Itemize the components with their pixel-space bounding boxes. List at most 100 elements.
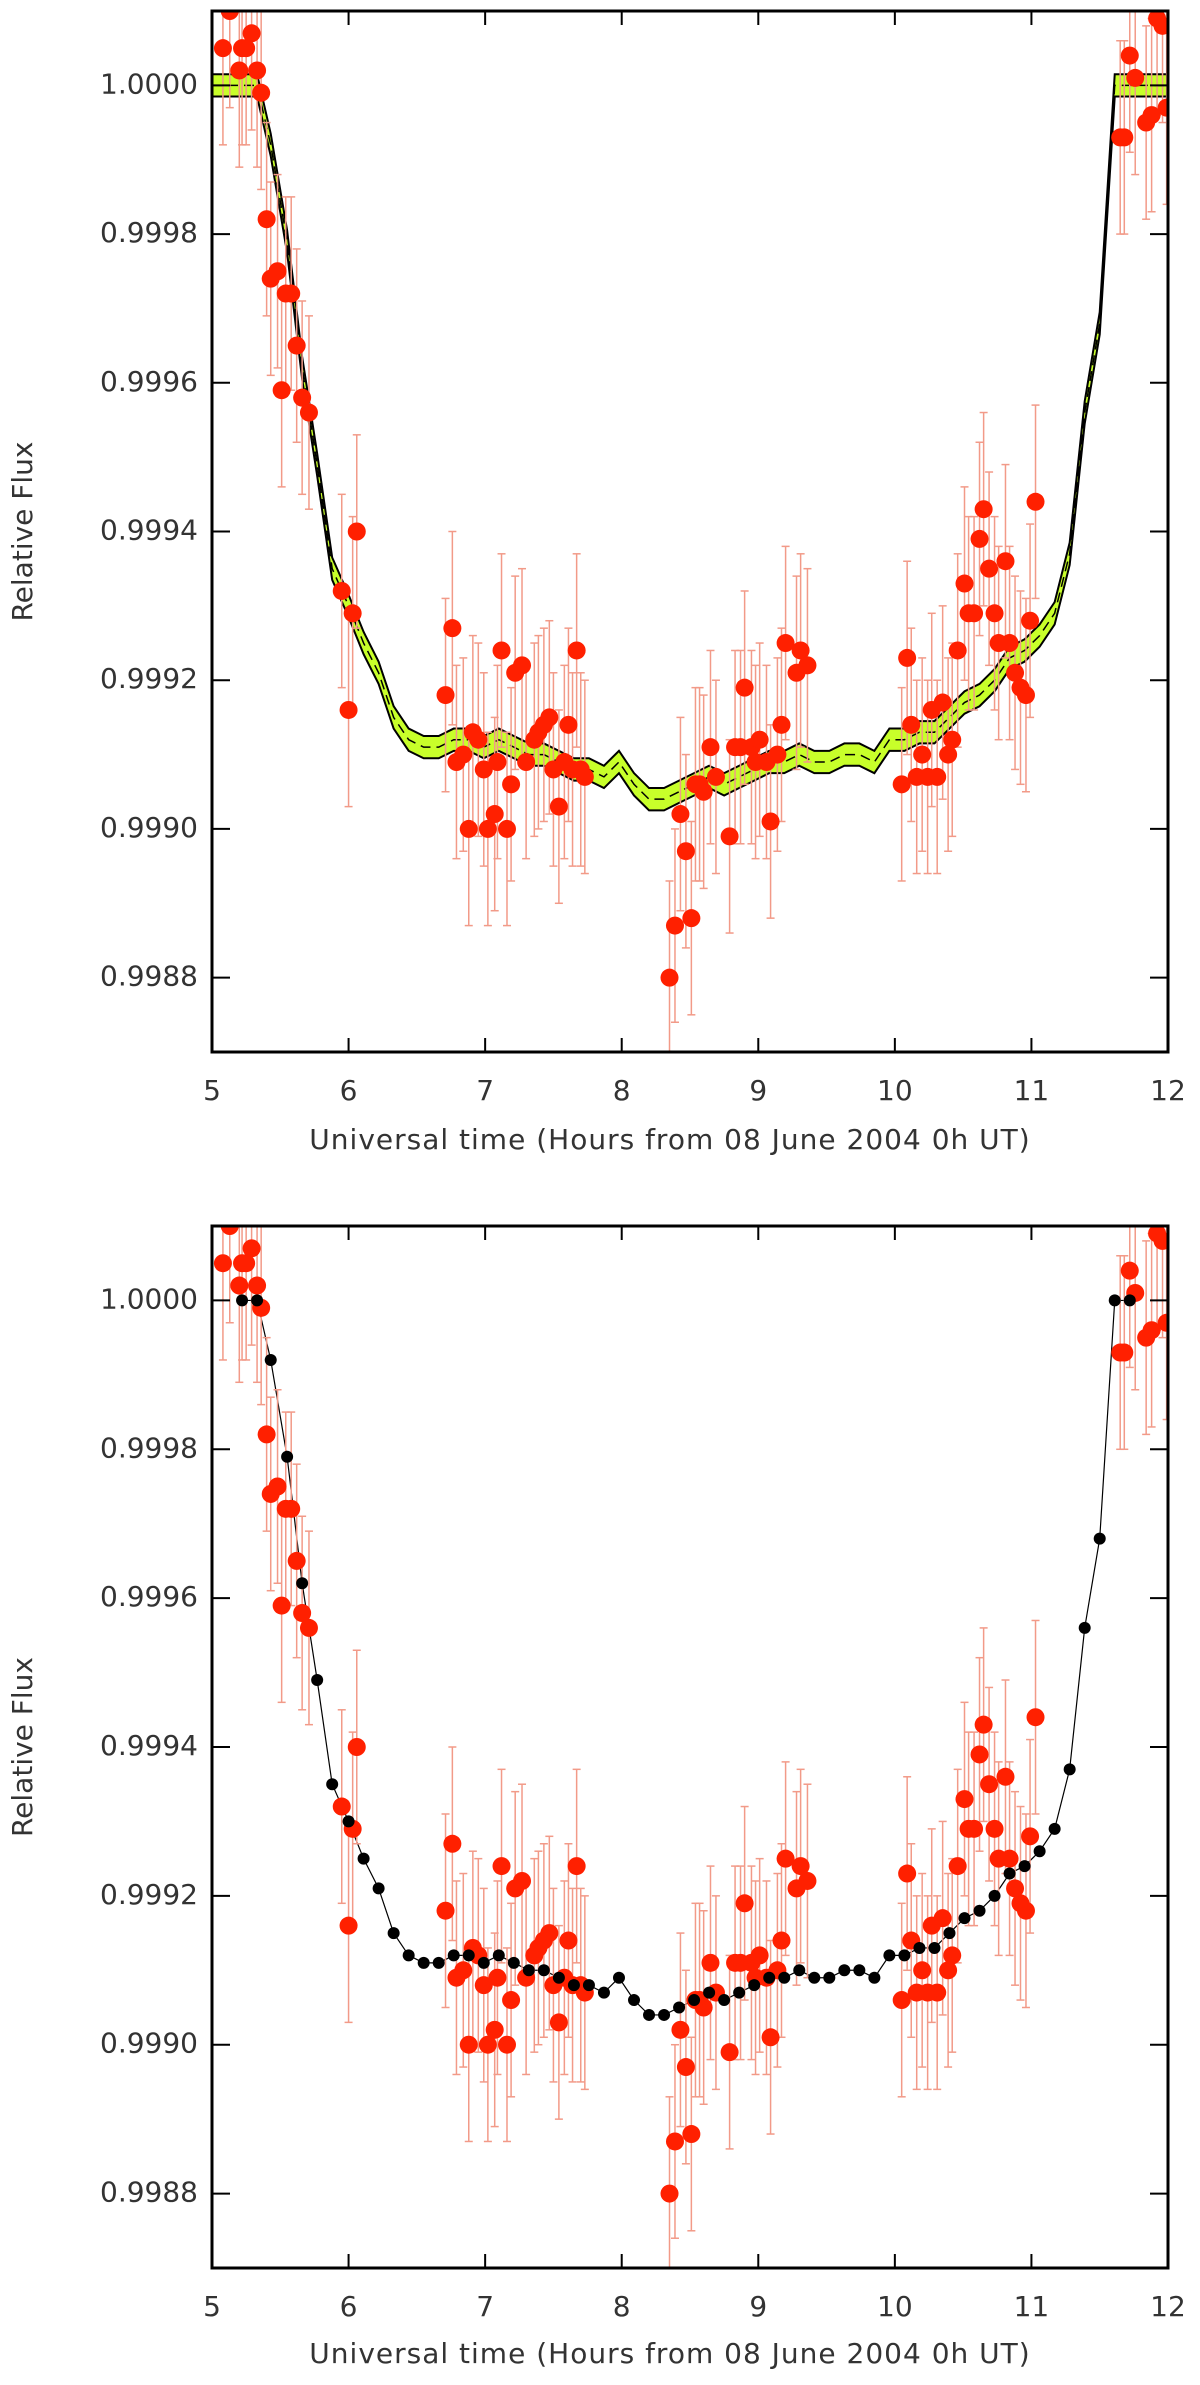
data-point: [996, 552, 1015, 571]
data-point: [469, 730, 488, 749]
data-point: [293, 388, 312, 407]
data-point: [1006, 1879, 1025, 1898]
data-point: [750, 1946, 769, 1965]
data-point: [943, 1946, 962, 1965]
data-point: [943, 730, 962, 749]
model-point: [913, 1941, 926, 1954]
data-point: [478, 2035, 497, 2054]
data-point: [213, 1254, 232, 1273]
model-point: [763, 1971, 776, 1984]
data-point: [248, 61, 267, 80]
data-point: [701, 738, 720, 757]
x-tick-label: 9: [749, 1074, 767, 1107]
model-point: [567, 1979, 580, 1992]
data-point: [996, 1767, 1015, 1786]
data-point: [933, 693, 952, 712]
data-point: [913, 745, 932, 764]
data-point: [676, 842, 695, 861]
y-tick-label: 0.9990: [100, 811, 198, 844]
data-point: [347, 1738, 366, 1756]
x-tick-label: 5: [203, 2290, 221, 2323]
model-point: [1108, 1294, 1121, 1307]
model-point: [477, 1956, 490, 1969]
chart: 5 6 7 8 9 10 11 12 0.9988 0.9990 0.9992 0.9994 0.999…: [6, 9, 1186, 1156]
model-point: [342, 1815, 355, 1828]
plot-area: [213, 1226, 1168, 2268]
data-point: [237, 39, 256, 58]
model-point: [537, 1964, 550, 1977]
data-point: [497, 819, 516, 838]
model-point: [733, 1986, 746, 1999]
y-tick-label: 0.9990: [100, 2027, 198, 2060]
model-point: [703, 1986, 716, 1999]
data-point: [694, 782, 713, 801]
data-point: [332, 581, 351, 600]
data-point: [898, 1864, 917, 1883]
data-point: [282, 284, 301, 303]
data-point: [720, 2043, 739, 2062]
data-point: [1115, 128, 1134, 147]
model-point: [507, 1956, 520, 1969]
y-tick-label: 1.0000: [100, 67, 198, 100]
y-tick-label: 0.9988: [100, 960, 198, 993]
y-tick-label: 0.9998: [100, 216, 198, 249]
data-point: [257, 1425, 276, 1444]
data-point: [913, 1961, 932, 1980]
data-point: [549, 797, 568, 816]
y-tick-label: 0.9996: [100, 365, 198, 398]
data-point: [750, 730, 769, 749]
data-point: [980, 1775, 999, 1794]
data-point: [339, 1916, 358, 1935]
y-tick-label: 0.9994: [100, 1729, 198, 1762]
data-point: [1021, 611, 1040, 630]
data-point: [268, 1477, 287, 1496]
model-point: [673, 2001, 686, 2014]
y-axis-label: Relative Flux: [6, 1657, 39, 1837]
model-point: [748, 1979, 761, 1992]
data-point: [1157, 1313, 1168, 1332]
data-point: [485, 805, 504, 824]
data-point: [287, 1551, 306, 1570]
data-point: [299, 403, 318, 422]
data-point: [985, 604, 1004, 623]
model-point: [264, 1353, 277, 1366]
data-point: [230, 61, 249, 80]
data-point: [928, 1983, 947, 2002]
plot-area: [212, 11, 1168, 1052]
x-tick-label: 11: [1014, 2290, 1050, 2323]
model-point: [688, 1994, 701, 2007]
data-point: [892, 775, 911, 794]
data-point: [343, 604, 362, 623]
data-point: [268, 262, 287, 281]
data-point: [436, 1901, 455, 1920]
model-point: [311, 1674, 324, 1687]
model-point: [1063, 1763, 1076, 1776]
y-tick-label: 0.9992: [100, 1878, 198, 1911]
y-tick-label: 0.9994: [100, 514, 198, 547]
data-point: [1006, 663, 1025, 682]
data-point: [1120, 1261, 1139, 1280]
model-point: [597, 1986, 610, 1999]
data-point: [282, 1499, 301, 1518]
data-point: [497, 2035, 516, 2054]
model-point: [372, 1882, 385, 1895]
data-point: [665, 916, 684, 935]
model-point: [658, 2008, 671, 2021]
data-point: [502, 775, 521, 794]
model-point: [778, 1971, 791, 1984]
x-tick-label: 5: [203, 1074, 221, 1107]
x-tick-label: 10: [877, 1074, 913, 1107]
data-point: [1142, 1321, 1161, 1340]
data-point: [1026, 1708, 1045, 1727]
data-point: [502, 1991, 521, 2010]
data-point: [272, 1596, 291, 1615]
data-point: [517, 753, 536, 772]
data-point: [660, 2184, 679, 2203]
data-point: [970, 1745, 989, 1764]
model-point: [326, 1778, 339, 1791]
y-tick-label: 0.9996: [100, 1580, 198, 1613]
data-point: [974, 1715, 993, 1734]
data-point: [1026, 492, 1045, 511]
data-point: [332, 1797, 351, 1816]
x-tick-label: 8: [613, 2290, 631, 2323]
